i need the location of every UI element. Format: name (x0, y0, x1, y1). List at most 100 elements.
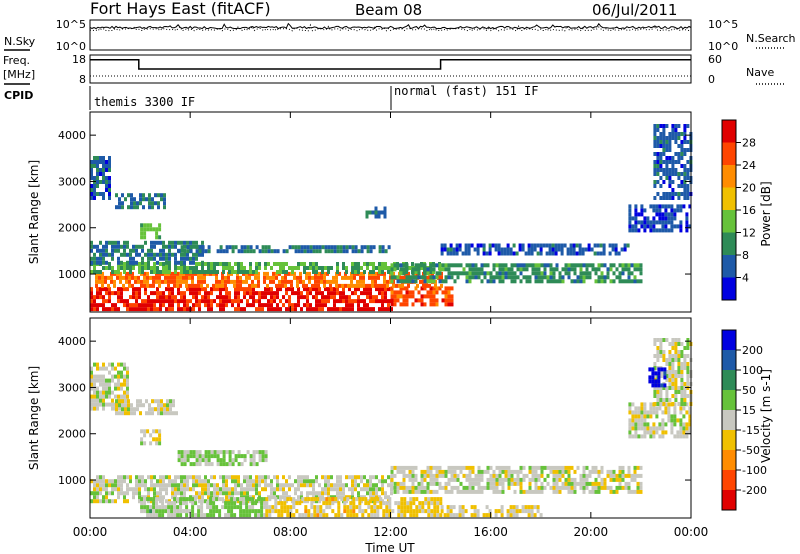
velocity-cell (255, 483, 258, 488)
velocity-cell (99, 378, 102, 383)
power-colorbar-label: Power [dB] (759, 181, 773, 246)
power-cell (671, 168, 675, 172)
velocity-cell (327, 491, 330, 496)
velocity-cell (242, 501, 246, 506)
velocity-cell (180, 454, 184, 459)
velocity-cell (273, 491, 276, 496)
power-cell (224, 279, 227, 284)
power-cell (96, 180, 99, 184)
velocity-cell (155, 505, 159, 510)
power-cell (435, 275, 439, 280)
power-cell (111, 244, 114, 249)
power-cell (252, 287, 255, 292)
velocity-cell (420, 489, 424, 494)
velocity-cell (151, 399, 154, 404)
velocity-cell (628, 402, 632, 407)
velocity-cell (396, 465, 400, 470)
power-cell (426, 294, 430, 299)
power-cell (135, 299, 138, 304)
power-cell (333, 291, 336, 296)
velocity-cell (258, 450, 262, 455)
power-cell (237, 303, 240, 308)
velocity-cell (157, 407, 160, 412)
velocity-cell (124, 407, 127, 412)
velocity-cell (527, 513, 531, 518)
velocity-cell (417, 481, 421, 486)
velocity-cell (283, 497, 287, 502)
velocity-cell (212, 497, 216, 502)
power-cell (344, 275, 347, 280)
velocity-cell (438, 469, 442, 474)
velocity-cell (201, 491, 204, 496)
power-cell (456, 275, 460, 280)
power-cell (357, 262, 360, 266)
power-cell (126, 244, 129, 249)
velocity-cell (665, 374, 669, 378)
velocity-cell (102, 499, 105, 504)
velocity-cell (462, 489, 466, 494)
velocity-cell (105, 394, 108, 399)
velocity-cell (655, 406, 659, 411)
power-cell (392, 283, 395, 288)
power-cell (357, 249, 361, 254)
power-cell (102, 168, 105, 172)
velocity-cell (453, 469, 457, 474)
power-cell (243, 270, 246, 274)
power-cell (336, 270, 339, 274)
velocity-cell (336, 491, 339, 496)
velocity-cell (564, 469, 568, 474)
velocity-cell (393, 465, 397, 470)
power-cell (524, 251, 528, 256)
velocity-cell (96, 394, 99, 399)
velocity-cell (186, 450, 190, 455)
velocity-cell (96, 386, 99, 391)
velocity-cell (652, 426, 656, 431)
power-cell (102, 260, 105, 265)
velocity-cell (114, 382, 117, 387)
power-cell (342, 266, 345, 270)
power-cell (108, 156, 111, 160)
power-cell (174, 256, 177, 261)
velocity-cell (102, 487, 105, 492)
velocity-cell (121, 407, 124, 412)
velocity-cell (474, 473, 478, 478)
velocity-cell (194, 497, 198, 502)
power-cell (683, 168, 687, 172)
power-cell (656, 152, 660, 156)
velocity-cell (152, 437, 156, 442)
power-cell (435, 290, 439, 295)
power-cell (121, 205, 124, 210)
power-cell (147, 299, 150, 304)
power-cell (646, 216, 650, 221)
power-cell (537, 263, 541, 268)
power-cell (138, 303, 141, 308)
velocity-cell (423, 473, 427, 478)
power-cell (165, 295, 168, 300)
power-cell (102, 248, 105, 253)
power-cell (237, 307, 240, 312)
power-cell (680, 148, 684, 152)
power-cell (243, 295, 246, 300)
power-cell (153, 262, 156, 266)
velocity-cell (444, 473, 448, 478)
velocity-cell (683, 386, 687, 390)
power-cell (204, 249, 208, 254)
velocity-cell (655, 414, 659, 419)
velocity-cell (319, 505, 323, 510)
velocity-cell (683, 366, 687, 370)
velocity-cell (345, 483, 348, 488)
power-cell (426, 290, 430, 295)
power-cell (396, 298, 400, 303)
power-cell (105, 291, 108, 296)
velocity-cell (680, 370, 684, 374)
velocity-cell (663, 367, 667, 372)
velocity-cell (230, 509, 234, 514)
power-cell (252, 249, 256, 254)
power-cell (446, 251, 450, 256)
power-cell (261, 245, 265, 250)
power-cell (198, 245, 202, 250)
velocity-cell (318, 499, 321, 504)
velocity-cell (643, 410, 647, 415)
power-cell (429, 286, 433, 291)
power-cell (143, 231, 147, 236)
